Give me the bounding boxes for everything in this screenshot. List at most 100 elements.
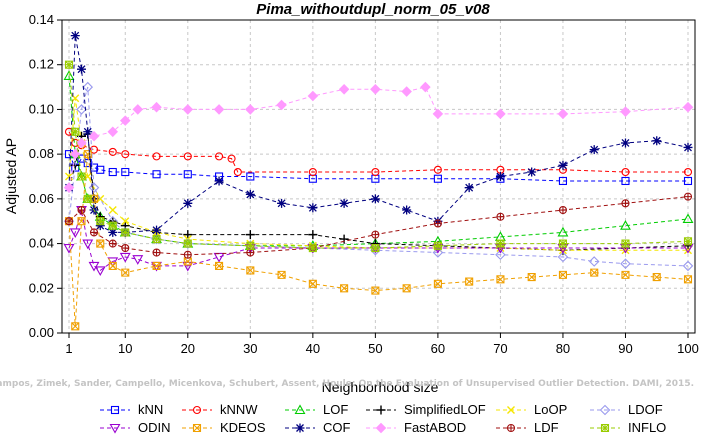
data-point xyxy=(77,217,86,226)
data-point xyxy=(507,424,515,432)
series-line-cof xyxy=(68,35,689,233)
data-point xyxy=(339,198,349,208)
series-line-ldf xyxy=(68,196,689,256)
data-point xyxy=(69,148,81,160)
x-tick-label: 30 xyxy=(243,341,257,356)
data-point xyxy=(213,104,225,115)
data-point xyxy=(465,277,474,286)
data-point xyxy=(433,174,442,183)
series-line-fastabod xyxy=(68,86,689,188)
data-point xyxy=(683,192,693,201)
data-point xyxy=(121,243,130,253)
series-line-lof xyxy=(68,75,689,247)
data-point xyxy=(152,152,161,161)
data-point xyxy=(621,167,630,177)
x-tick-label: 40 xyxy=(306,341,320,356)
data-point xyxy=(652,273,661,282)
data-point xyxy=(496,213,504,221)
data-point xyxy=(152,235,161,244)
data-point xyxy=(420,81,431,93)
data-point xyxy=(621,199,629,207)
x-tick-label: 1 xyxy=(65,341,72,356)
series-line-knnw xyxy=(68,131,688,173)
data-point xyxy=(233,167,242,177)
data-point xyxy=(307,90,319,102)
data-point xyxy=(119,252,131,263)
data-point xyxy=(558,239,567,248)
data-point xyxy=(682,213,694,224)
legend-label: LDOF xyxy=(628,402,663,417)
data-point xyxy=(340,284,349,293)
legend-label: kNNW xyxy=(220,402,258,417)
data-point xyxy=(96,239,105,248)
data-point xyxy=(294,404,306,415)
y-axis-label: Adjusted AP xyxy=(3,138,19,214)
data-point xyxy=(599,404,611,416)
data-point xyxy=(308,230,318,240)
data-point xyxy=(375,422,387,434)
data-point xyxy=(121,268,130,277)
data-point xyxy=(71,127,80,136)
data-point xyxy=(371,243,380,253)
data-point xyxy=(682,101,694,113)
data-point xyxy=(153,249,161,257)
y-tick-label: 0.10 xyxy=(29,101,54,116)
data-point xyxy=(132,104,144,115)
data-point xyxy=(183,250,192,259)
data-point xyxy=(683,167,693,177)
data-point xyxy=(214,176,224,186)
data-point xyxy=(121,167,130,177)
data-point xyxy=(621,176,630,186)
x-tick-label: 60 xyxy=(431,341,445,356)
data-point xyxy=(121,244,129,252)
legend-item-ldf: LDF xyxy=(496,420,559,434)
data-point xyxy=(109,423,121,434)
data-point xyxy=(121,228,130,237)
data-point xyxy=(507,406,515,414)
data-point xyxy=(183,152,192,161)
data-point xyxy=(588,256,600,267)
x-axis: 1 10 20 30 40 50 60 70 80 90 100 xyxy=(65,333,699,356)
data-point xyxy=(227,154,236,163)
x-tick-label: 20 xyxy=(181,341,195,356)
series-lof xyxy=(63,70,694,250)
series-inflo xyxy=(64,60,693,253)
legend-label: LDF xyxy=(534,420,559,434)
series-fastabod xyxy=(63,81,694,193)
series-line-kdeos xyxy=(68,154,689,327)
data-point xyxy=(495,108,506,120)
data-point xyxy=(83,127,93,137)
data-point xyxy=(371,286,380,295)
data-point xyxy=(376,405,386,415)
data-point xyxy=(245,104,256,115)
data-point xyxy=(495,249,506,261)
data-point xyxy=(152,261,161,270)
data-point xyxy=(371,167,380,177)
legend-label: KDEOS xyxy=(220,420,266,434)
plot-frame xyxy=(61,19,696,334)
data-point xyxy=(558,270,567,279)
legend-item-ldof: LDOF xyxy=(590,402,663,417)
series-knnw xyxy=(64,127,693,177)
data-point xyxy=(90,228,98,236)
x-tick-label: 70 xyxy=(493,341,507,356)
data-point xyxy=(108,239,117,248)
data-point xyxy=(77,172,86,181)
data-point xyxy=(557,108,569,120)
data-point xyxy=(94,266,106,277)
data-point xyxy=(620,220,631,230)
data-point xyxy=(121,217,130,226)
legend-label: FastABOD xyxy=(404,420,466,434)
data-point xyxy=(308,203,318,213)
y-tick-label: 0.08 xyxy=(29,146,54,161)
y-tick-label: 0.12 xyxy=(29,57,54,72)
data-point xyxy=(496,239,505,248)
data-point xyxy=(620,138,630,148)
data-point xyxy=(277,198,287,208)
data-point xyxy=(76,137,87,149)
legend-label: SimplifiedLOF xyxy=(404,402,486,417)
data-point xyxy=(215,152,224,161)
data-point xyxy=(63,182,75,193)
data-point xyxy=(76,104,87,115)
